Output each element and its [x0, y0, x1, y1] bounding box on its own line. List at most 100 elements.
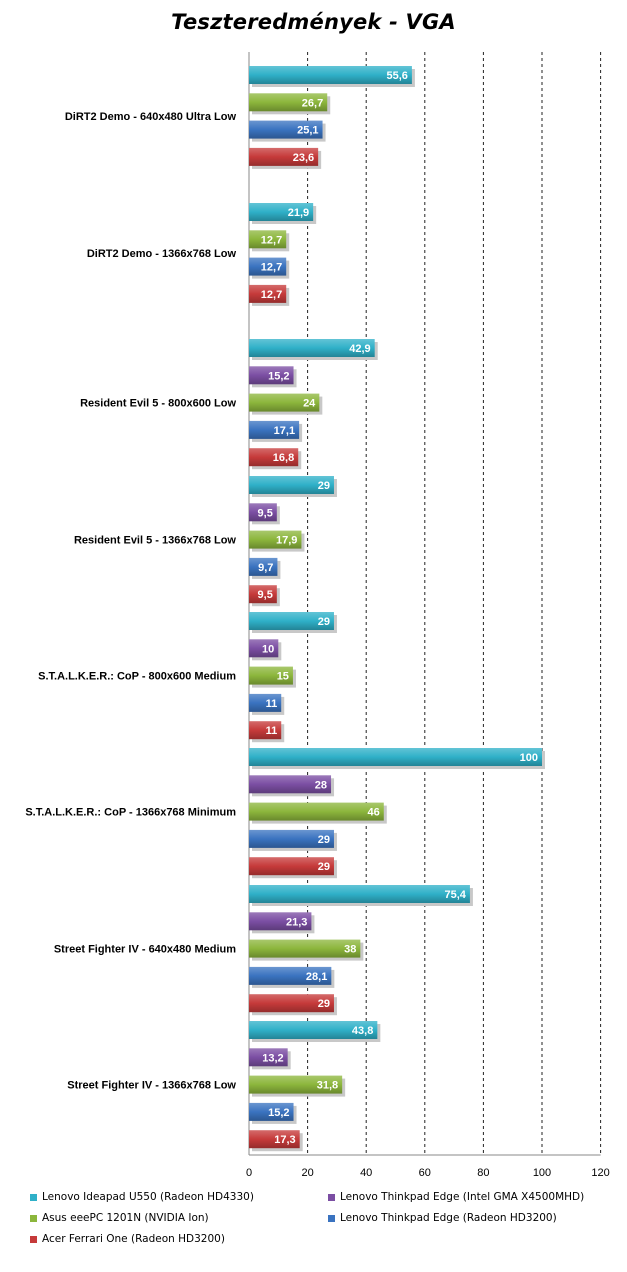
bar [249, 284, 287, 303]
data-label: 12,7 [261, 262, 282, 274]
bar [249, 1130, 300, 1149]
bar [249, 748, 542, 766]
bar [249, 639, 279, 658]
bar [249, 366, 294, 385]
bar [249, 939, 361, 958]
x-tick-label: 80 [477, 1167, 489, 1179]
data-label: 13,2 [262, 1052, 283, 1064]
data-label: 29 [318, 998, 330, 1010]
data-label: 28 [315, 779, 327, 791]
data-label: 75,4 [445, 889, 467, 901]
bar [249, 230, 287, 249]
data-label: 29 [318, 616, 330, 628]
data-label: 10 [262, 643, 274, 655]
data-label: 28,1 [306, 971, 327, 983]
bar [249, 530, 302, 549]
bar [249, 666, 293, 685]
x-tick-label: 20 [301, 1167, 313, 1179]
legend-swatch [30, 1214, 37, 1222]
data-label: 17,1 [274, 425, 295, 437]
data-label: 9,7 [258, 562, 273, 574]
bar [249, 503, 277, 522]
bar [249, 66, 412, 84]
bar [249, 339, 375, 357]
bar [249, 93, 328, 112]
bar-chart: 0 20 40 60 80 100 120 55,6 26,7 25,1 23,6 DiRT2 Dem… [25, 52, 610, 1179]
bar [249, 147, 319, 166]
category-label: Street Fighter IV - 640x480 Medium [54, 944, 236, 956]
category-label: Resident Evil 5 - 1366x768 Low [74, 535, 236, 547]
data-label: 100 [520, 752, 538, 764]
bar [249, 693, 282, 712]
legend-swatch [30, 1235, 37, 1243]
legend-label: Acer Ferrari One (Radeon HD3200) [42, 1233, 225, 1245]
category-label: DiRT2 Demo - 1366x768 Low [87, 248, 237, 260]
data-label: 24 [303, 398, 316, 410]
bar [249, 775, 332, 794]
legend-label: Lenovo Ideapad U550 (Radeon HD4330) [42, 1191, 254, 1203]
bar [249, 1048, 288, 1067]
data-label: 11 [266, 698, 278, 710]
data-label: 21,3 [286, 916, 307, 928]
bar [249, 829, 334, 848]
category-label: S.T.A.L.K.E.R.: CoP - 1366x768 Minimum [25, 807, 236, 819]
data-label: 42,9 [349, 343, 370, 355]
bar [249, 994, 334, 1013]
bar [249, 585, 277, 604]
data-label: 31,8 [317, 1080, 338, 1092]
legend-item: Lenovo Thinkpad Edge (Intel GMA X4500MHD… [328, 1191, 584, 1203]
category-label: Street Fighter IV - 1366x768 Low [67, 1080, 236, 1092]
x-tick-label: 40 [360, 1167, 372, 1179]
data-label: 15 [277, 671, 289, 683]
category-label: DiRT2 Demo - 640x480 Ultra Low [65, 111, 237, 123]
data-label: 15,2 [268, 370, 289, 382]
bar [249, 1021, 378, 1039]
x-tick-label: 120 [591, 1167, 609, 1179]
bar [249, 1102, 294, 1121]
legend-item: Asus eeePC 1201N (NVIDIA Ion) [30, 1212, 209, 1224]
x-tick-label: 60 [419, 1167, 431, 1179]
bar [249, 120, 323, 139]
data-label: 21,9 [288, 207, 309, 219]
category-label: S.T.A.L.K.E.R.: CoP - 800x600 Medium [38, 671, 236, 683]
legend-label: Lenovo Thinkpad Edge (Intel GMA X4500MHD… [340, 1191, 585, 1203]
data-label: 11 [266, 725, 278, 737]
bar [249, 476, 334, 494]
data-label: 46 [368, 807, 380, 819]
category-label: Resident Evil 5 - 800x600 Low [80, 398, 236, 410]
data-label: 43,8 [352, 1025, 373, 1037]
data-label: 9,5 [258, 507, 273, 519]
bar [249, 1075, 343, 1094]
bar [249, 448, 299, 467]
data-label: 29 [318, 834, 330, 846]
data-label: 25,1 [297, 125, 318, 137]
bar [249, 393, 320, 412]
bar [249, 802, 384, 821]
data-label: 17,9 [276, 535, 297, 547]
chart-title: Teszteredmények - VGA [171, 10, 456, 34]
bar [249, 557, 278, 576]
data-label: 9,5 [258, 589, 273, 601]
x-tick-label: 100 [533, 1167, 551, 1179]
data-label: 16,8 [273, 452, 294, 464]
legend-label: Lenovo Thinkpad Edge (Radeon HD3200) [340, 1212, 557, 1224]
data-label: 29 [318, 480, 330, 492]
legend-item: Lenovo Ideapad U550 (Radeon HD4330) [30, 1191, 254, 1203]
data-label: 12,7 [261, 234, 282, 246]
data-label: 17,3 [274, 1134, 295, 1146]
legend-swatch [30, 1193, 37, 1201]
legend-item: Lenovo Thinkpad Edge (Radeon HD3200) [328, 1212, 557, 1224]
data-label: 29 [318, 861, 330, 873]
data-label: 12,7 [261, 289, 282, 301]
legend-swatch [328, 1214, 335, 1222]
bar [249, 912, 312, 931]
data-label: 26,7 [302, 97, 323, 109]
bar [249, 257, 287, 276]
bar [249, 966, 332, 985]
bar [249, 203, 314, 221]
bar [249, 857, 334, 876]
x-tick-label: 0 [246, 1167, 252, 1179]
legend-label: Asus eeePC 1201N (NVIDIA Ion) [42, 1212, 209, 1224]
data-label: 23,6 [293, 152, 314, 164]
data-label: 38 [344, 944, 356, 956]
